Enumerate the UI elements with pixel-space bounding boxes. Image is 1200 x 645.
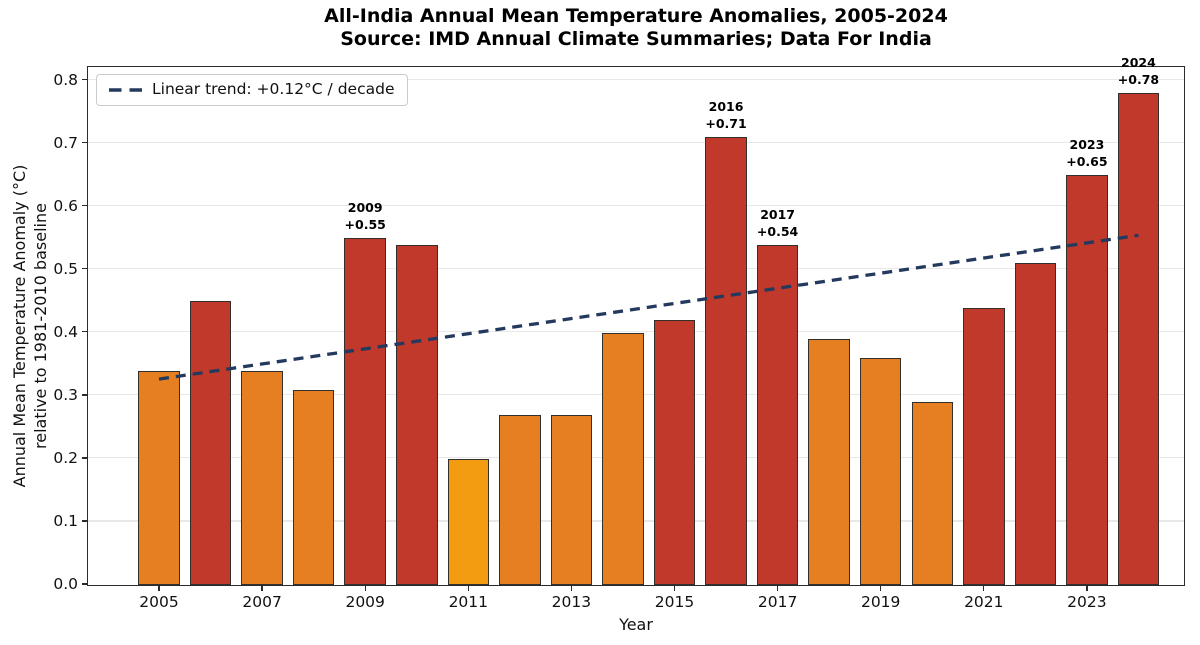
annotation-year-2016: 2016: [708, 99, 744, 115]
title-block: All-India Annual Mean Temperature Anomal…: [87, 5, 1185, 51]
trend-line-segment: [158, 233, 1139, 381]
gridline-0.5: [88, 268, 1184, 270]
x-tick-label-2015: 2015: [654, 593, 695, 611]
bar-2024: [1117, 93, 1160, 585]
x-tick-label-2011: 2011: [448, 593, 489, 611]
annotation-value-2023: +0.65: [1066, 154, 1108, 170]
y-tick-mark-0.0: [82, 583, 87, 585]
y-tick-mark-0.1: [82, 520, 87, 522]
gridline-0.6: [88, 205, 1184, 207]
bar-annotation-2016: 2016 +0.71: [705, 98, 746, 132]
y-tick-mark-0.3: [82, 394, 87, 396]
bar-annotation-2017: 2017 +0.54: [757, 206, 798, 240]
trend-line: [158, 233, 1139, 381]
x-tick-mark-2013: [570, 586, 573, 591]
bar-2005: [138, 370, 180, 585]
annotation-value-2017: +0.54: [756, 223, 799, 239]
x-tick-mark-2023: [1086, 586, 1088, 591]
x-tick-label-2013: 2013: [551, 593, 592, 611]
y-tick-label-0.7: 0.7: [53, 133, 78, 152]
x-tick-label-2009: 2009: [345, 593, 385, 611]
bar-2019: [859, 358, 902, 585]
x-tick-label-2005: 2005: [139, 593, 179, 611]
bar-annotation-2024: 2024 +0.78: [1118, 54, 1159, 88]
gridline-0.7: [88, 142, 1184, 144]
x-tick-label-2019: 2019: [860, 593, 901, 611]
legend: Linear trend: +0.12°C / decade: [96, 74, 409, 106]
x-tick-mark-2017: [776, 586, 779, 591]
y-tick-mark-0.5: [82, 268, 87, 270]
gridline-0.8: [88, 79, 1184, 81]
bar-2016: [705, 137, 747, 585]
bar-annotation-2009: 2009 +0.55: [345, 199, 386, 233]
annotation-value-2009: +0.55: [344, 217, 386, 233]
y-tick-label-0.0: 0.0: [53, 575, 78, 593]
annotation-value-2016: +0.71: [705, 116, 747, 132]
bar-2009: [344, 238, 386, 585]
bar-2017: [756, 244, 799, 585]
bar-2008: [292, 389, 335, 585]
annotation-value-2024: +0.78: [1117, 72, 1160, 88]
bar-2021: [963, 307, 1005, 585]
y-tick-mark-0.7: [82, 142, 87, 144]
x-tick-label-2021: 2021: [964, 593, 1004, 611]
y-axis-title-line-1: Annual Mean Temperature Anomaly (°C): [10, 164, 29, 488]
bar-2012: [499, 414, 541, 585]
bar-annotation-2023: 2023 +0.65: [1066, 136, 1107, 170]
annotation-year-2023: 2023: [1069, 137, 1105, 153]
x-tick-mark-2009: [364, 586, 366, 591]
x-tick-label-2017: 2017: [757, 593, 798, 611]
bar-2007: [241, 370, 283, 585]
trend-dash-icon: [109, 87, 143, 92]
y-tick-label-0.4: 0.4: [53, 322, 78, 341]
bar-2015: [653, 320, 696, 585]
x-tick-label-2023: 2023: [1067, 593, 1107, 611]
chart-title: All-India Annual Mean Temperature Anomal…: [324, 5, 948, 27]
x-axis-title: Year: [619, 615, 653, 634]
annotation-year-2024: 2024: [1121, 55, 1156, 71]
annotation-year-2017: 2017: [760, 206, 795, 222]
bar-2006: [189, 301, 232, 585]
gridline-0.4: [88, 331, 1184, 333]
x-tick-label-2007: 2007: [242, 593, 282, 611]
y-tick-label-0.1: 0.1: [53, 511, 78, 530]
y-tick-label-0.6: 0.6: [53, 196, 78, 215]
y-tick-mark-0.6: [82, 205, 87, 207]
x-tick-mark-2007: [261, 586, 263, 591]
bar-2014: [602, 332, 644, 585]
y-tick-label-0.5: 0.5: [53, 259, 78, 278]
bar-2020: [911, 402, 953, 585]
bar-2013: [550, 414, 593, 585]
legend-label: Linear trend: +0.12°C / decade: [152, 80, 395, 98]
y-tick-mark-0.2: [82, 457, 87, 459]
y-tick-label-0.3: 0.3: [53, 385, 78, 404]
y-tick-label-0.2: 0.2: [53, 448, 78, 467]
x-tick-mark-2011: [467, 586, 469, 591]
chart-subtitle: Source: IMD Annual Climate Summaries; Da…: [340, 28, 932, 50]
bar-2010: [396, 244, 438, 585]
x-tick-mark-2015: [673, 586, 676, 591]
bar-2011: [447, 458, 490, 585]
y-tick-mark-0.4: [82, 331, 87, 333]
bar-2018: [808, 339, 850, 585]
y-tick-label-0.8: 0.8: [53, 70, 78, 89]
plot-area: Linear trend: +0.12°C / decade 2009 +0.55…: [87, 55, 1185, 586]
x-tick-mark-2019: [880, 586, 882, 591]
y-tick-mark-0.8: [82, 78, 87, 81]
annotation-year-2009: 2009: [347, 200, 383, 216]
x-tick-mark-2021: [983, 586, 985, 591]
x-tick-mark-2005: [158, 586, 160, 591]
bar-2022: [1014, 263, 1057, 585]
